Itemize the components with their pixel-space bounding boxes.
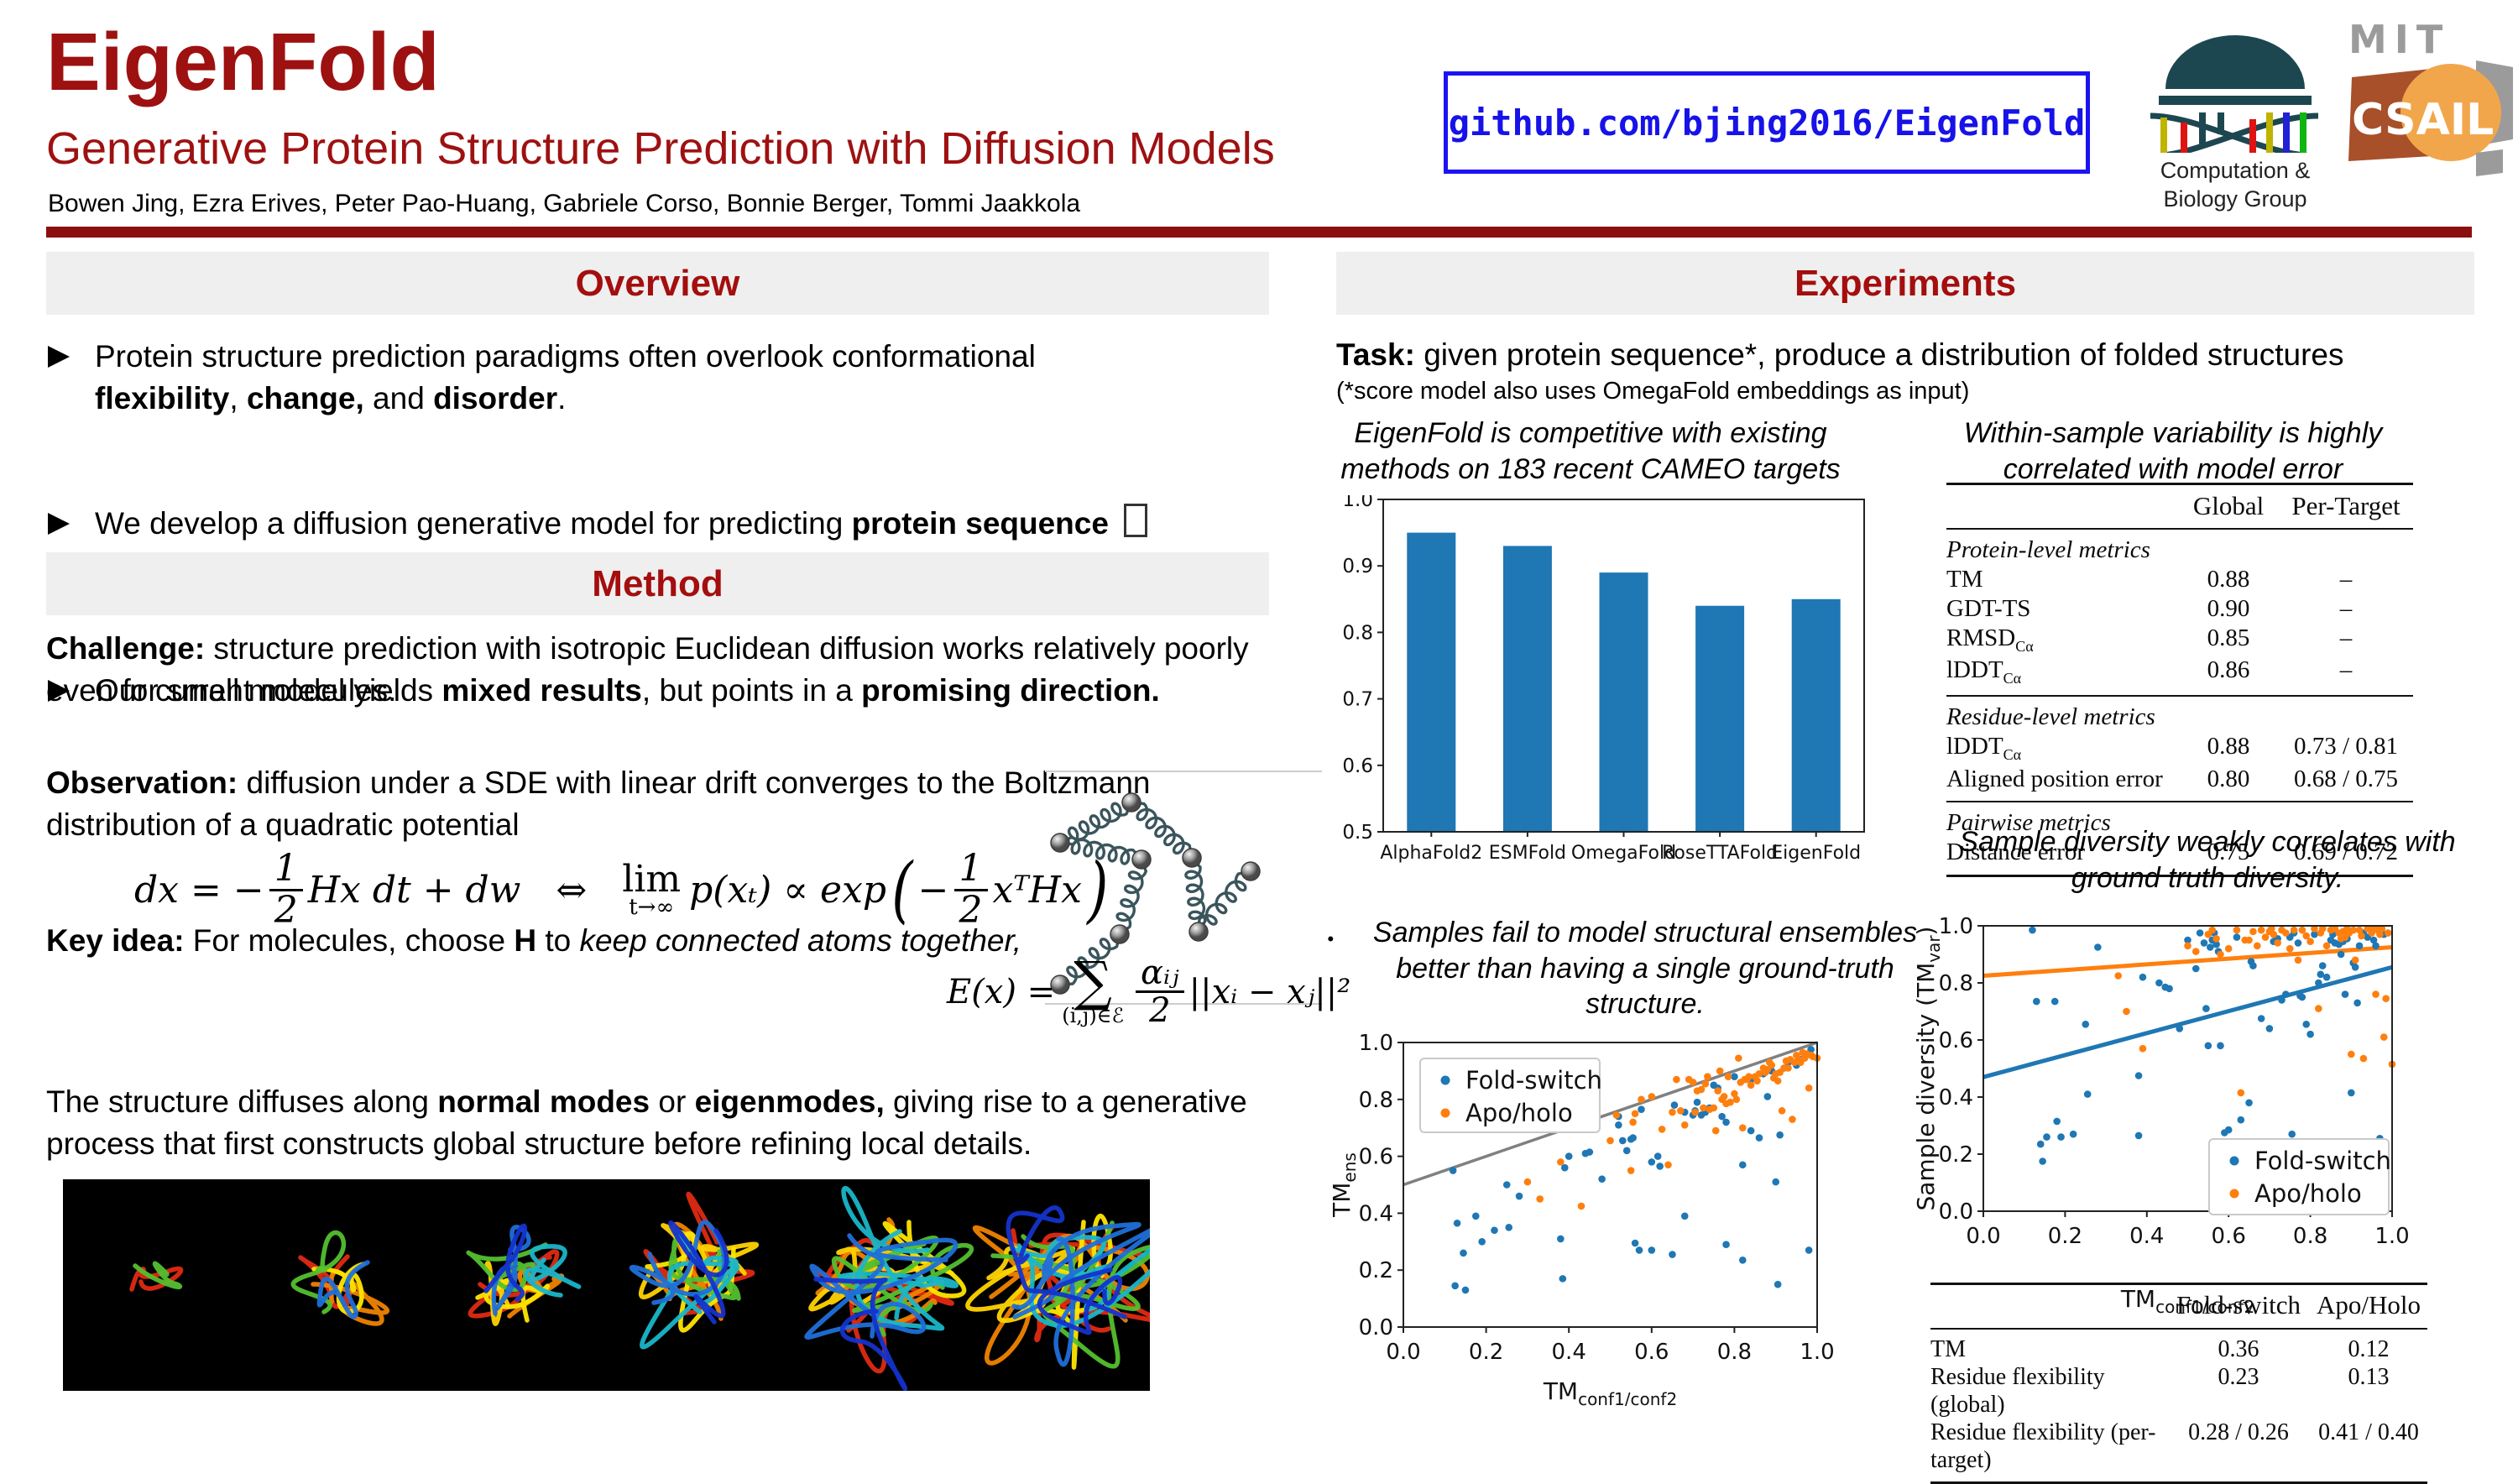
svg-text:0.6: 0.6 (1634, 1340, 1669, 1365)
protein-ribbons-icon (129, 1185, 1183, 1392)
svg-text:0.8: 0.8 (2293, 1224, 2327, 1249)
sample-diversity-scatter-plot: 0.0 0.0 0.2 0.2 0.4 0.4 0.6 0.6 0.8 0.8 1.0 1.0 Fold… (1912, 911, 2501, 1318)
metrics-table: Global Per-Target Protein-level metrics TM 0… (1946, 483, 2413, 877)
svg-text:1.0: 1.0 (1343, 495, 1373, 511)
svg-text:0.7: 0.7 (1343, 689, 1373, 711)
svg-text:0.2: 0.2 (1359, 1258, 1393, 1283)
bullet-arrow-icon (48, 513, 70, 536)
svg-text:Apo/holo: Apo/holo (2254, 1179, 2362, 1208)
github-url[interactable]: github.com/bjing2016/EigenFold (1448, 102, 2086, 144)
flexibility-table: Fold-switch Apo/Holo TM 0.36 0.12 Residue fle… (1930, 1283, 2427, 1484)
svg-text:0.0: 0.0 (1359, 1315, 1393, 1340)
bullet-arrow-icon (48, 346, 70, 368)
header-rule (46, 227, 2472, 238)
section-overview-title: Overview (575, 262, 740, 304)
overview-bullet-1: Protein structure prediction paradigms o… (46, 336, 1287, 419)
svg-text:1.0: 1.0 (1800, 1340, 1834, 1365)
section-method: Method (46, 552, 1269, 615)
svg-text:0.6: 0.6 (1343, 755, 1373, 777)
svg-text:0.6: 0.6 (2212, 1224, 2246, 1249)
computation-biology-group-logo: Computation & Biology Group (2145, 18, 2325, 214)
experiments-task: Task: given protein sequence*, produce a… (1336, 337, 2344, 372)
svg-text:0.2: 0.2 (1939, 1142, 1973, 1168)
svg-text:0.4: 0.4 (1359, 1201, 1393, 1226)
ensemble-caption: Samples fail to model structural ensembl… (1372, 917, 1918, 1020)
bar-chart-caption: EigenFold is competitive with existing m… (1340, 417, 1841, 485)
svg-text:Sample diversity (TMvar): Sample diversity (TMvar) (1914, 926, 1944, 1210)
experiments-task-note: (*score model also uses OmegaFold embedd… (1336, 378, 1970, 405)
svg-text:0.6: 0.6 (1359, 1145, 1393, 1170)
poster-subtitle: Generative Protein Structure Prediction … (46, 123, 1275, 174)
method-observation: Observation: diffusion under a SDE with … (46, 766, 1151, 842)
svg-text:0.2: 0.2 (2048, 1224, 2082, 1249)
svg-text:1.0: 1.0 (1939, 914, 1973, 939)
spring-mass-figure (1045, 771, 1322, 1005)
group-logo-caption: Computation & Biology Group (2160, 158, 2311, 212)
svg-text:CSAIL: CSAIL (2352, 95, 2494, 145)
metrics-table-caption: Within-sample variability is highly corr… (1963, 417, 2383, 485)
section-experiments-title: Experiments (1794, 262, 2017, 304)
poster-title: EigenFold (46, 16, 440, 107)
svg-text:0.5: 0.5 (1343, 822, 1373, 844)
svg-text:Fold-switch: Fold-switch (2254, 1147, 2391, 1175)
overview-bullet-3: Our current model yields mixed results, … (46, 670, 1303, 712)
svg-text:AlphaFold2: AlphaFold2 (1380, 843, 1482, 864)
section-experiments: Experiments (1336, 252, 2474, 315)
svg-text:0.4: 0.4 (1939, 1085, 1973, 1110)
svg-text:0.9: 0.9 (1343, 556, 1373, 577)
svg-text:Fold-switch: Fold-switch (1465, 1066, 1602, 1095)
bullet-arrow-icon (48, 680, 70, 703)
svg-text:TMens: TMens (1328, 1152, 1360, 1218)
section-overview: Overview (46, 252, 1269, 315)
svg-text:0.4: 0.4 (2129, 1224, 2164, 1249)
svg-text:0.8: 0.8 (1717, 1340, 1752, 1365)
method-closing: The structure diffuses along normal mode… (46, 1084, 1247, 1161)
protein-diffusion-figure (63, 1179, 1183, 1392)
method-challenge: Challenge: structure prediction with iso… (46, 631, 1249, 708)
svg-text:0.0: 0.0 (1939, 1199, 1973, 1225)
svg-text:0.8: 0.8 (1939, 971, 1973, 996)
svg-text:0.8: 0.8 (1343, 622, 1373, 644)
svg-text:0.8: 0.8 (1359, 1088, 1393, 1113)
github-link[interactable]: github.com/bjing2016/EigenFold (1444, 71, 2090, 174)
section-method-title: Method (592, 562, 724, 604)
svg-text:1.0: 1.0 (1359, 1031, 1393, 1056)
poster-authors: Bowen Jing, Ezra Erives, Peter Pao-Huang… (48, 190, 1081, 217)
svg-text:0.0: 0.0 (1386, 1340, 1420, 1365)
mit-csail-logo: MIT CSAIL (2348, 17, 2516, 182)
spring-mass-icon (1050, 792, 1261, 995)
equation-period: . (1324, 905, 1337, 950)
csail-icon: CSAIL (2348, 60, 2513, 176)
method-key-idea: Key idea: For molecules, choose H to kee… (46, 923, 1022, 958)
svg-text:0.4: 0.4 (1552, 1340, 1586, 1365)
svg-text:TMconf1/conf2: TMconf1/conf2 (1543, 1377, 1677, 1406)
svg-text:OmegaFold: OmegaFold (1571, 843, 1676, 864)
svg-text:0.6: 0.6 (1939, 1028, 1973, 1053)
cameo-bar-chart: 1.0 0.9 0.8 0.7 0.6 0.5 AlphaFold2 ESMFold Omega… (1342, 489, 1930, 894)
dna-dome-icon (2150, 35, 2320, 161)
svg-text:1.0: 1.0 (2374, 1224, 2409, 1249)
svg-text:0.2: 0.2 (1469, 1340, 1503, 1365)
svg-text:EigenFold: EigenFold (1771, 843, 1861, 864)
equation-energy: E(x) = ∑ (i,j)∈ℰ αᵢⱼ 2 ||xᵢ − xⱼ||² (947, 950, 1351, 1030)
svg-text:ESMFold: ESMFold (1489, 843, 1566, 864)
svg-text:0.0: 0.0 (1966, 1224, 2000, 1249)
svg-text:RoseTTAFold: RoseTTAFold (1662, 843, 1778, 864)
mit-wordmark: MIT (2348, 17, 2451, 62)
svg-text:Apo/holo: Apo/holo (1465, 1099, 1573, 1127)
diversity-caption: Sample diversity weakly correlates with … (1959, 826, 2456, 894)
tm-ens-scatter-plot: 0.0 0.0 0.2 0.2 0.4 0.4 0.6 0.6 0.8 0.8 1.0 1.0 Fold… (1326, 1028, 1964, 1410)
